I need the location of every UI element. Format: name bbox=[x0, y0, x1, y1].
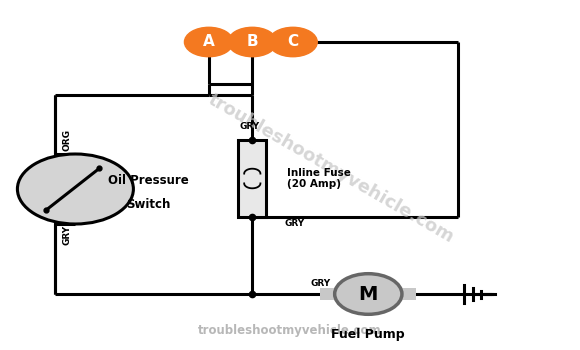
Text: GRY: GRY bbox=[62, 224, 71, 245]
Circle shape bbox=[228, 27, 277, 57]
Text: ORG: ORG bbox=[62, 129, 71, 151]
Text: Oil Pressure: Oil Pressure bbox=[107, 174, 188, 187]
Text: troubleshootmyvehicle.com: troubleshootmyvehicle.com bbox=[198, 324, 382, 337]
Text: GRY: GRY bbox=[310, 279, 331, 288]
Text: M: M bbox=[358, 285, 378, 303]
Text: C: C bbox=[287, 35, 299, 49]
Text: B: B bbox=[246, 35, 258, 49]
FancyBboxPatch shape bbox=[320, 288, 335, 300]
Text: A: A bbox=[203, 35, 215, 49]
Circle shape bbox=[335, 274, 402, 314]
Circle shape bbox=[184, 27, 233, 57]
Text: GRY: GRY bbox=[240, 122, 259, 131]
Circle shape bbox=[17, 154, 133, 224]
Text: Switch: Switch bbox=[126, 198, 170, 211]
Text: Inline Fuse
(20 Amp): Inline Fuse (20 Amp) bbox=[287, 168, 351, 189]
Circle shape bbox=[269, 27, 317, 57]
Text: Fuel Pump: Fuel Pump bbox=[332, 328, 405, 341]
Text: GRY: GRY bbox=[284, 219, 304, 229]
Text: troubleshootmyvehicle.com: troubleshootmyvehicle.com bbox=[204, 90, 457, 246]
FancyBboxPatch shape bbox=[238, 140, 266, 217]
FancyBboxPatch shape bbox=[402, 288, 416, 300]
